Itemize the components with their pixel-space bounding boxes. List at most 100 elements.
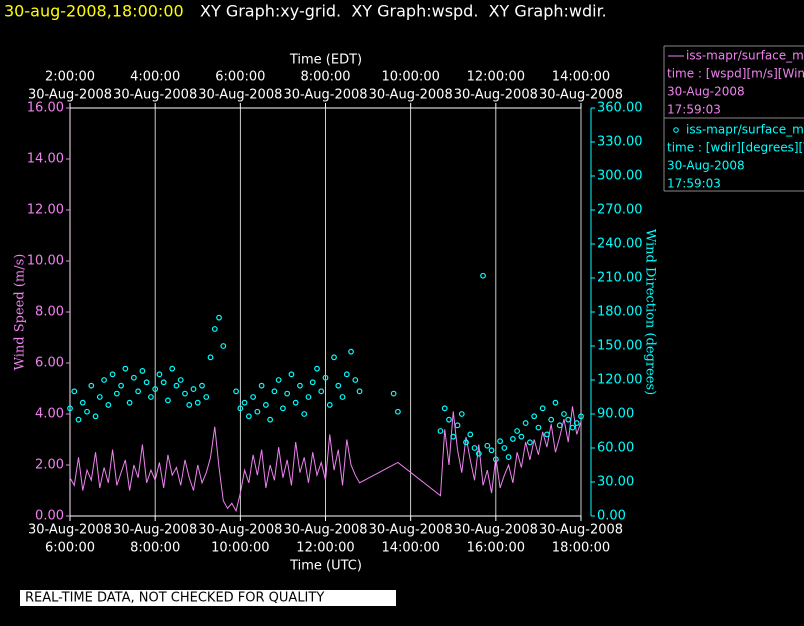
y2-tick-label: 60.00 xyxy=(597,441,634,456)
direction-point xyxy=(544,431,550,438)
legend-detail: time : [wdir][degrees][V xyxy=(667,141,804,155)
direction-point xyxy=(356,388,363,395)
chart-title: 30-aug-2008,18:00:00 xyxy=(4,2,184,21)
direction-point xyxy=(458,411,465,417)
x-tick-label: 8:00:00 xyxy=(130,541,180,556)
direction-point xyxy=(139,368,146,374)
y2-tick-label: 330.00 xyxy=(597,135,643,150)
x-tick-label: 16:00:00 xyxy=(467,541,525,556)
direction-point xyxy=(233,388,239,395)
y-tick-label: 16.00 xyxy=(27,101,64,116)
direction-point xyxy=(309,379,316,386)
direction-point xyxy=(245,413,252,420)
direction-point xyxy=(207,354,214,361)
direction-point xyxy=(514,428,521,434)
direction-point xyxy=(262,402,269,408)
x-tick-date: 30-Aug-2008 xyxy=(454,523,538,538)
direction-point xyxy=(92,413,99,420)
direction-point xyxy=(182,390,188,397)
direction-point xyxy=(471,445,478,451)
direction-point xyxy=(284,390,291,397)
direction-point xyxy=(518,433,525,440)
y-tick-label: 2.00 xyxy=(35,458,64,473)
x-tick-date: 30-Aug-2008 xyxy=(28,523,112,538)
direction-point xyxy=(548,416,555,423)
direction-point xyxy=(552,399,559,406)
legend-detail: 30-Aug-2008 xyxy=(667,85,745,99)
y2-tick-label: 360.00 xyxy=(597,101,643,116)
legend-detail: 17:59:03 xyxy=(667,177,721,191)
x-tick-label: 10:00:00 xyxy=(211,541,269,556)
x2-tick-label: 8:00:00 xyxy=(300,70,350,85)
direction-point xyxy=(573,420,580,426)
direction-point xyxy=(348,348,354,355)
direction-point xyxy=(113,390,120,397)
x2-tick-date: 30-Aug-2008 xyxy=(539,88,623,103)
direction-point xyxy=(101,377,107,383)
x-tick-date: 30-Aug-2008 xyxy=(369,523,453,538)
direction-point xyxy=(492,456,499,463)
direction-point xyxy=(211,326,218,332)
direction-point xyxy=(326,402,333,408)
direction-point xyxy=(148,394,154,400)
direction-point xyxy=(126,399,133,406)
x2-axis-title: Time (EDT) xyxy=(289,53,362,68)
x2-tick-date: 30-Aug-2008 xyxy=(369,88,453,103)
direction-point xyxy=(84,408,90,415)
legend-detail: 17:59:03 xyxy=(667,103,721,117)
direction-point xyxy=(152,386,159,392)
y-tick-label: 14.00 xyxy=(27,152,64,167)
direction-point xyxy=(71,388,78,395)
direction-point xyxy=(271,388,278,395)
y-tick-label: 6.00 xyxy=(35,356,64,371)
direction-point xyxy=(556,422,563,429)
y2-tick-label: 180.00 xyxy=(597,305,643,320)
y-axis-title: Wind Speed (m/s) xyxy=(13,254,28,371)
direction-point xyxy=(467,431,474,438)
direction-point xyxy=(535,424,542,431)
direction-point xyxy=(509,436,516,442)
direction-point xyxy=(169,365,176,372)
direction-point xyxy=(280,405,286,412)
direction-point xyxy=(67,405,73,412)
direction-point xyxy=(190,386,197,392)
x-tick-date: 30-Aug-2008 xyxy=(283,523,367,538)
direction-point xyxy=(75,416,82,423)
direction-point xyxy=(297,382,303,389)
direction-point xyxy=(352,377,359,383)
legend-swatch xyxy=(673,127,679,133)
direction-point xyxy=(165,397,171,404)
direction-point xyxy=(437,428,444,434)
y2-axis-title: Wind Direction (degrees) xyxy=(643,229,658,395)
direction-point xyxy=(79,399,86,406)
direction-point xyxy=(258,382,265,389)
direction-point xyxy=(118,382,124,389)
direction-point xyxy=(241,399,248,406)
direction-point xyxy=(130,374,137,381)
x2-tick-date: 30-Aug-2008 xyxy=(198,88,282,103)
direction-point xyxy=(105,402,112,408)
direction-point xyxy=(565,416,572,423)
y2-tick-label: 210.00 xyxy=(597,271,643,286)
direction-point xyxy=(446,416,452,423)
direction-point xyxy=(275,377,282,383)
legend-detail: time : [wspd][m/s][Wind xyxy=(667,67,804,81)
direction-point xyxy=(314,365,320,372)
y2-tick-label: 90.00 xyxy=(597,407,634,422)
direction-point xyxy=(250,394,257,400)
direction-point xyxy=(220,343,227,349)
direction-point xyxy=(237,405,244,412)
y2-tick-label: 120.00 xyxy=(597,373,643,388)
x2-tick-date: 30-Aug-2008 xyxy=(113,88,197,103)
x2-tick-label: 10:00:00 xyxy=(381,70,439,85)
direction-point xyxy=(505,454,512,460)
direction-point xyxy=(339,394,346,400)
direction-point xyxy=(318,388,325,395)
direction-point xyxy=(539,405,546,412)
direction-point xyxy=(267,416,274,423)
y-tick-label: 4.00 xyxy=(35,407,64,422)
y2-tick-label: 150.00 xyxy=(597,339,643,354)
direction-point xyxy=(305,394,312,400)
direction-point xyxy=(463,439,469,446)
